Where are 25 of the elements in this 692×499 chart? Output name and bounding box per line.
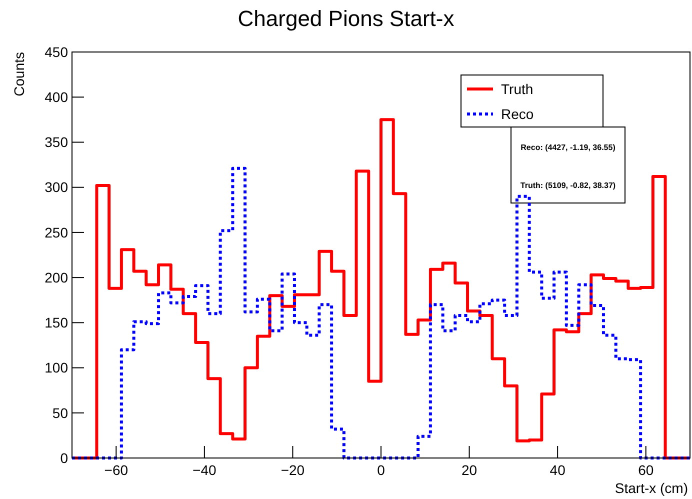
- y-tick-label: 450: [44, 44, 68, 60]
- x-axis-title: Start-x (cm): [614, 480, 688, 496]
- y-tick-label: 150: [44, 314, 68, 331]
- legend-label: Reco: [501, 106, 534, 122]
- legend-label: Truth: [501, 80, 534, 97]
- annotation: Truth: (5109, -0.82, 38.37): [520, 181, 616, 190]
- y-tick-label: 0: [60, 450, 68, 466]
- y-tick-label: 400: [44, 89, 68, 106]
- chart-title: Charged Pions Start-x: [238, 6, 454, 31]
- x-tick-label: 40: [550, 462, 566, 478]
- y-tick-label: 300: [44, 179, 68, 196]
- y-tick-label: 100: [44, 360, 68, 376]
- x-tick-label: −40: [192, 462, 217, 478]
- x-tick-label: 20: [461, 462, 478, 478]
- x-tick-label: −20: [280, 462, 305, 478]
- annotation: Reco: (4427, -1.19, 36.55): [520, 143, 616, 152]
- y-tick-label: 200: [44, 269, 68, 286]
- y-tick-label: 50: [52, 404, 68, 421]
- x-tick-label: −60: [104, 462, 128, 478]
- y-tick-label: 250: [44, 224, 68, 240]
- stats-box: Reco: (4427, -1.19, 36.55) Truth: (5109, -0.82, 38.37): [510, 126, 626, 204]
- x-tick-label: 60: [638, 462, 654, 478]
- y-tick-label: 350: [44, 134, 68, 150]
- y-axis-title: Counts: [11, 52, 27, 96]
- x-tick-label: 0: [377, 462, 386, 478]
